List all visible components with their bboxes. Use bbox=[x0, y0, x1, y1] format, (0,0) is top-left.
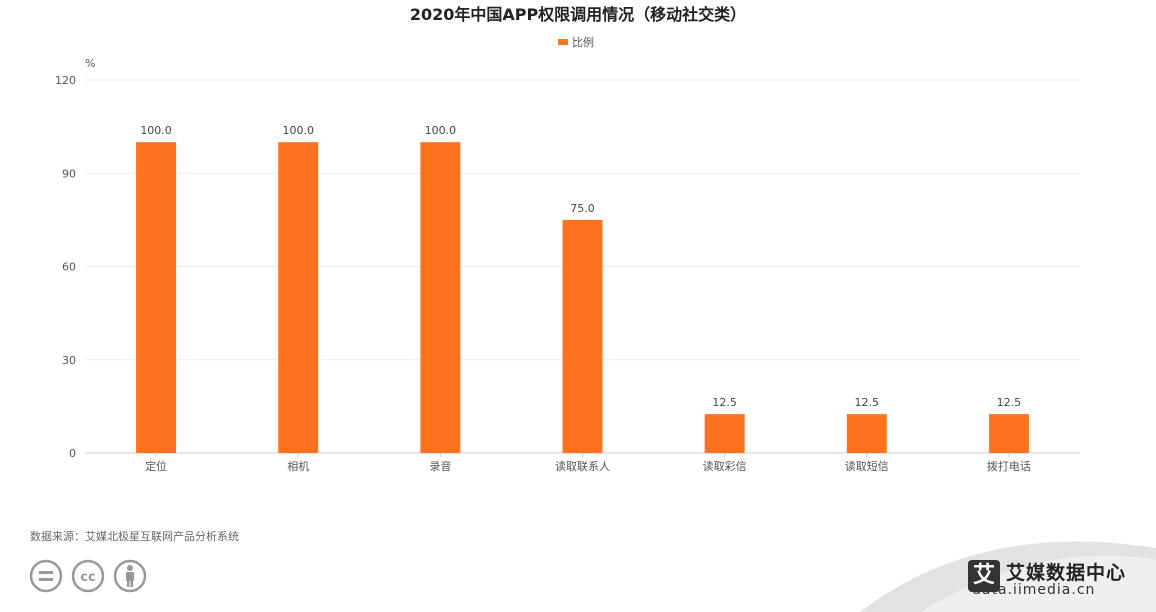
x-tick-label: 读取彩信 bbox=[703, 459, 747, 473]
bar[interactable] bbox=[988, 414, 1029, 453]
bar-value-label: 75.0 bbox=[570, 202, 595, 215]
y-tick-label: 30 bbox=[62, 354, 76, 367]
y-axis-unit: % bbox=[85, 57, 95, 70]
y-axis-ticks: 0 30 60 90 120 bbox=[55, 74, 76, 460]
bar[interactable] bbox=[704, 414, 745, 453]
x-tick-label: 拨打电话 bbox=[987, 459, 1031, 473]
cc-license-icons: cc bbox=[30, 559, 147, 593]
bar-value-label: 12.5 bbox=[997, 396, 1022, 409]
value-labels: 100.0 100.0 100.0 75.0 12.5 12.5 12.5 bbox=[140, 124, 1021, 409]
bar[interactable] bbox=[562, 219, 603, 453]
bar-value-label: 12.5 bbox=[712, 396, 737, 409]
bar-value-label: 100.0 bbox=[282, 124, 314, 137]
bar-value-label: 100.0 bbox=[425, 124, 457, 137]
x-tick-label: 定位 bbox=[145, 459, 167, 473]
person-icon bbox=[113, 559, 147, 593]
x-tick-label: 相机 bbox=[287, 459, 309, 473]
svg-text:cc: cc bbox=[80, 570, 95, 585]
y-tick-label: 90 bbox=[62, 167, 76, 180]
y-tick-label: 0 bbox=[69, 447, 76, 460]
y-tick-label: 120 bbox=[55, 74, 76, 87]
bar-chart: 2020年中国APP权限调用情况（移动社交类） 比例 % 0306090120 … bbox=[55, 5, 1080, 473]
bar-value-label: 12.5 bbox=[855, 396, 880, 409]
x-axis-ticks: 定位 相机 录音 读取联系人 读取彩信 读取短信 拨打电话 bbox=[145, 453, 1031, 473]
bar-value-label: 100.0 bbox=[140, 124, 172, 137]
brand-name: 艾媒数据中心 bbox=[1006, 562, 1127, 584]
cc-icon: cc bbox=[71, 559, 105, 593]
data-source: 数据来源：艾媒北极星互联网产品分析系统 bbox=[30, 530, 239, 543]
brand-logo-block: 艾 艾媒数据中心 data.iimedia.cn bbox=[968, 556, 1148, 600]
x-tick-label: 录音 bbox=[429, 459, 451, 473]
x-tick-label: 读取短信 bbox=[845, 459, 889, 473]
legend-label: 比例 bbox=[572, 35, 594, 49]
bar[interactable] bbox=[420, 142, 461, 453]
bars bbox=[136, 142, 1029, 453]
brand-logo-icon: 艾 bbox=[968, 560, 1000, 592]
legend[interactable]: 比例 bbox=[558, 35, 594, 49]
legend-swatch bbox=[558, 39, 568, 45]
x-tick-label: 读取联系人 bbox=[555, 459, 610, 473]
bar[interactable] bbox=[136, 142, 177, 453]
chart-title: 2020年中国APP权限调用情况（移动社交类） bbox=[410, 5, 746, 24]
bar[interactable] bbox=[278, 142, 319, 453]
brand-url: data.iimedia.cn bbox=[972, 582, 1096, 598]
y-tick-label: 60 bbox=[62, 261, 76, 274]
bar[interactable] bbox=[846, 414, 887, 453]
equals-icon bbox=[30, 559, 63, 593]
